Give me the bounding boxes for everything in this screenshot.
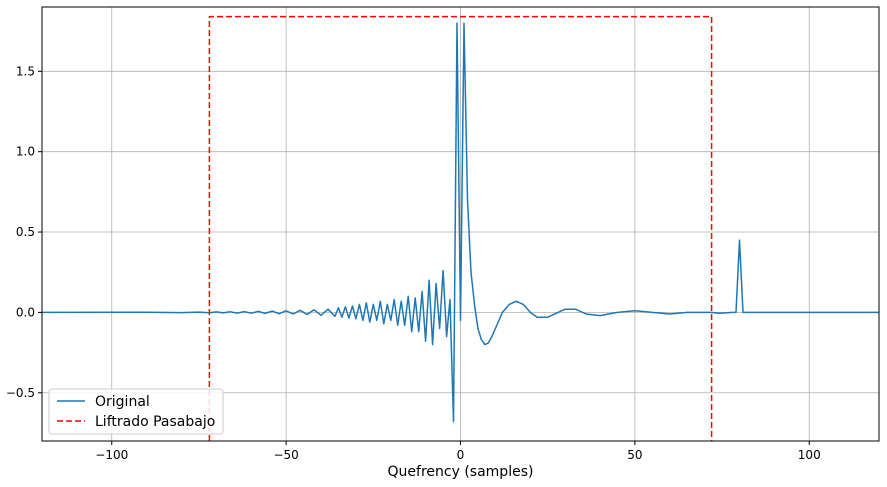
y-tick-label: 0.0 (16, 305, 35, 319)
series-original-line (42, 22, 879, 423)
legend: Original Liftrado Pasabajo (48, 388, 224, 435)
axis-ticks: −100 −50 0 50 100 −0.5 0.0 0.5 1.0 1.5 (6, 64, 821, 462)
x-tick-label: 0 (457, 448, 465, 462)
grid (42, 7, 879, 441)
legend-label-original: Original (95, 394, 150, 410)
y-tick-label: 0.5 (16, 225, 35, 239)
x-tick-label: 50 (627, 448, 642, 462)
x-tick-label: −100 (95, 448, 128, 462)
y-tick-label: −0.5 (6, 386, 35, 400)
legend-box (48, 388, 224, 435)
plot-series (42, 15, 879, 441)
y-tick-label: 1.0 (16, 145, 35, 159)
x-axis-label: Quefrency (samples) (388, 464, 534, 480)
y-tick-label: 1.5 (16, 64, 35, 78)
x-tick-label: −50 (273, 448, 298, 462)
legend-label-liftrado: Liftrado Pasabajo (95, 414, 215, 430)
x-tick-label: 100 (798, 448, 821, 462)
series-liftrado-line (208, 15, 713, 441)
